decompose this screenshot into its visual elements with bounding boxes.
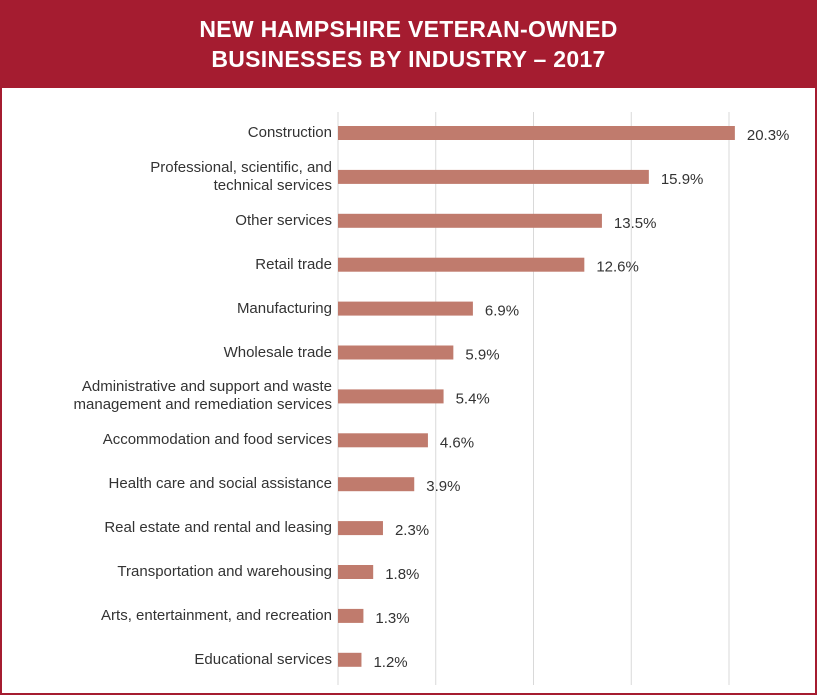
bar	[338, 477, 415, 492]
y-tick-label: Real estate and rental and leasing	[104, 519, 332, 537]
data-label: 13.5%	[614, 215, 657, 232]
bar	[338, 521, 383, 536]
bar	[338, 301, 473, 316]
chart-title: NEW HAMPSHIRE VETERAN-OWNED BUSINESSES B…	[0, 0, 817, 88]
bar	[338, 345, 454, 360]
data-label: 20.3%	[747, 127, 790, 144]
data-label: 3.9%	[426, 478, 460, 495]
y-tick-label: Educational services	[194, 650, 332, 668]
data-label: 5.4%	[456, 390, 490, 407]
data-label: 1.2%	[373, 654, 407, 671]
data-label: 2.3%	[395, 522, 429, 539]
data-label: 5.9%	[465, 346, 499, 363]
y-tick-label: Other services	[235, 211, 332, 229]
y-tick-label: Health care and social assistance	[108, 475, 332, 493]
bar	[338, 126, 735, 140]
bar	[338, 169, 649, 184]
bar	[338, 608, 364, 623]
data-label: 15.9%	[661, 171, 704, 188]
y-tick-label: Construction	[247, 124, 332, 141]
data-label: 1.3%	[375, 610, 409, 627]
bar	[338, 565, 374, 579]
bar	[338, 213, 602, 228]
y-tick-label: Arts, entertainment, and recreation	[101, 606, 332, 624]
y-tick-label: Wholesale trade	[223, 343, 332, 361]
bar	[338, 389, 444, 404]
data-label: 4.6%	[440, 434, 474, 451]
bar	[338, 257, 585, 272]
bar	[338, 652, 362, 667]
data-label: 1.8%	[385, 566, 419, 583]
bar	[338, 433, 428, 448]
data-label: 12.6%	[596, 259, 639, 276]
y-tick-label: Manufacturing	[236, 299, 332, 317]
y-tick-label: Administrative and support and waste man…	[73, 378, 332, 414]
y-tick-label: Professional, scientific, and technical …	[150, 158, 332, 194]
y-tick-label: Transportation and warehousing	[117, 563, 332, 580]
y-tick-label: Accommodation and food services	[102, 431, 332, 449]
y-tick-label: Retail trade	[255, 255, 332, 273]
data-label: 6.9%	[485, 303, 519, 320]
